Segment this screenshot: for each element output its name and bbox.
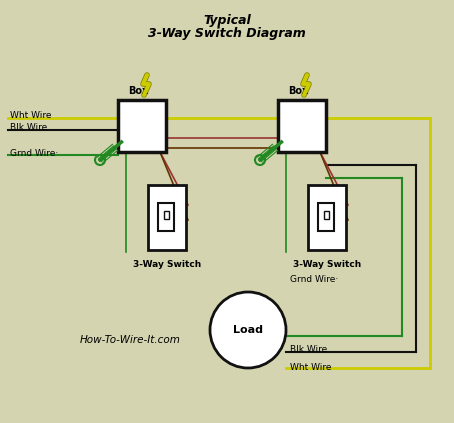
Circle shape (95, 155, 105, 165)
Text: Box: Box (288, 86, 308, 96)
Bar (318, 203, 334, 231)
Text: 3-Way Switch Diagram: 3-Way Switch Diagram (148, 27, 306, 40)
Text: Wht Wire: Wht Wire (10, 110, 51, 120)
Text: Typical: Typical (203, 14, 251, 27)
Text: Load: Load (233, 325, 263, 335)
Circle shape (255, 155, 265, 165)
Text: Grnd Wire·: Grnd Wire· (10, 148, 58, 157)
Text: Grnd Wire·: Grnd Wire· (290, 275, 338, 285)
Circle shape (210, 292, 286, 368)
Text: 3-Way Switch: 3-Way Switch (133, 260, 201, 269)
Text: Blk Wire: Blk Wire (290, 346, 327, 354)
Bar (164, 211, 169, 219)
Bar (278, 100, 326, 152)
Bar (158, 203, 174, 231)
Bar (324, 211, 329, 219)
Text: How-To-Wire-It.com: How-To-Wire-It.com (79, 335, 180, 345)
Bar (148, 185, 186, 250)
Bar (308, 185, 346, 250)
Text: Blk Wire: Blk Wire (10, 124, 47, 132)
Text: 3-Way Switch: 3-Way Switch (293, 260, 361, 269)
Bar (118, 100, 166, 152)
Text: Wht Wire: Wht Wire (290, 363, 331, 373)
Text: Box: Box (128, 86, 148, 96)
